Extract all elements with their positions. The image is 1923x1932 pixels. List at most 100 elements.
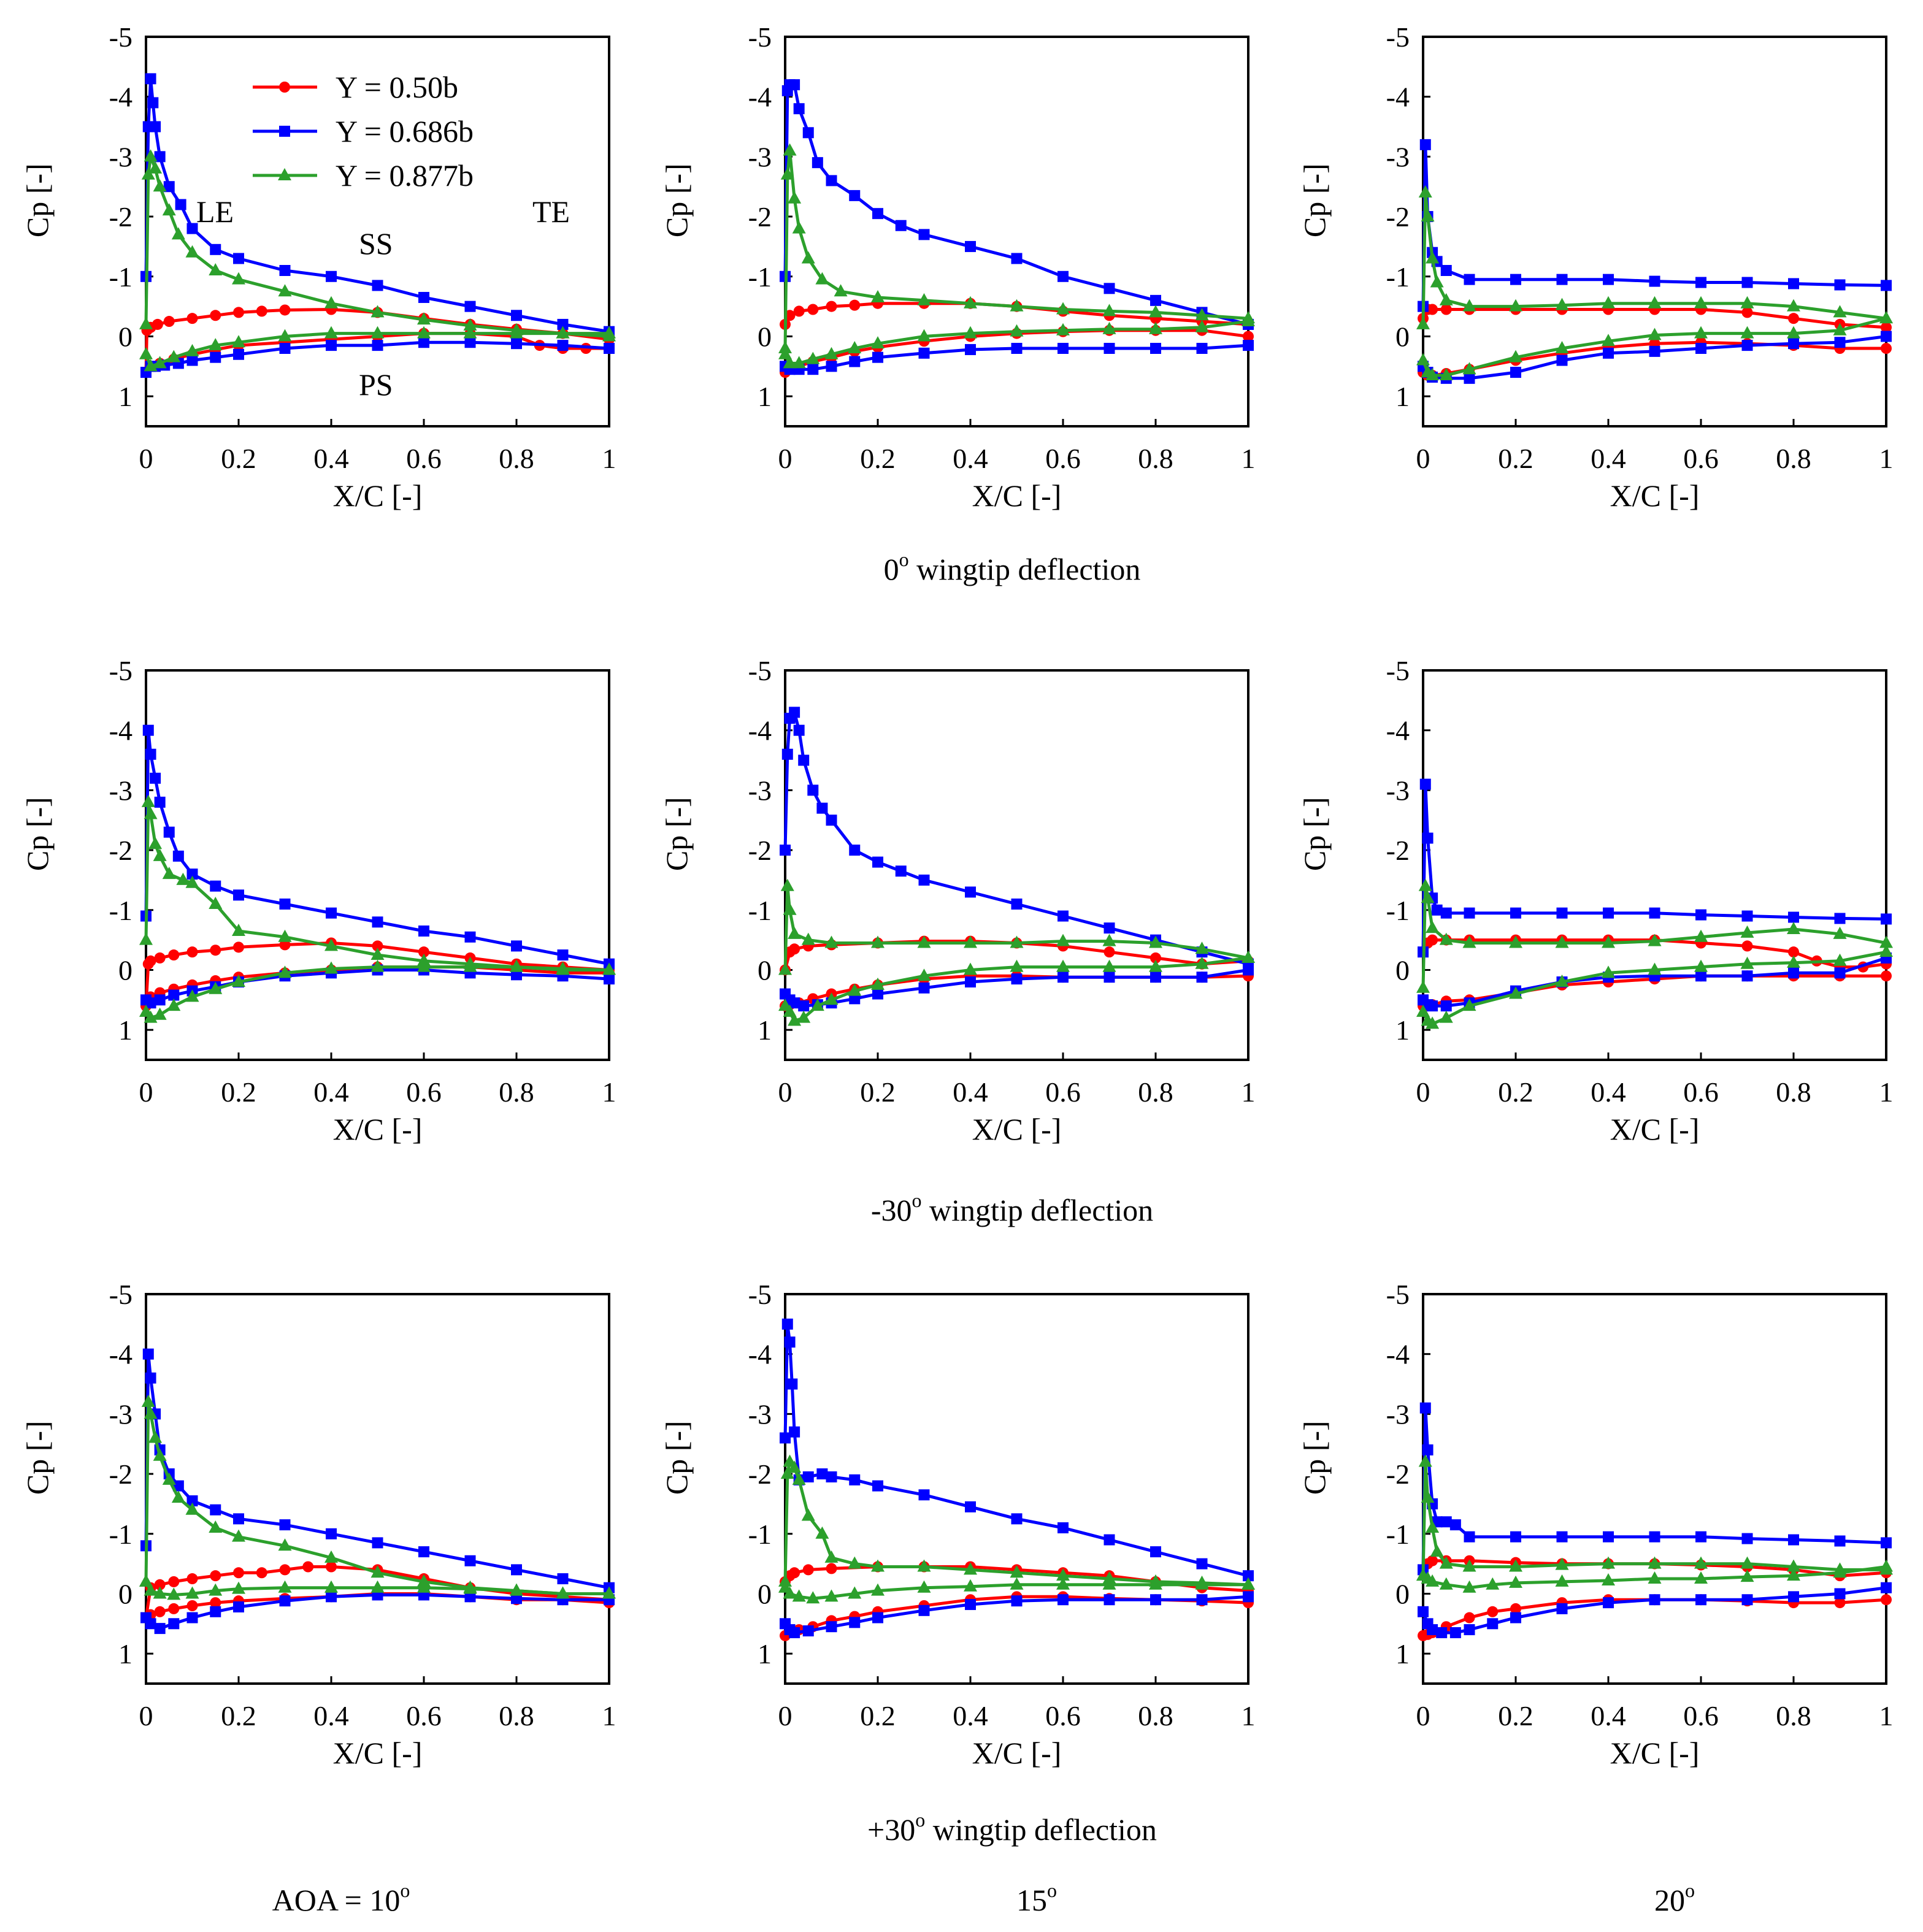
data-point bbox=[1602, 296, 1615, 309]
data-point bbox=[918, 1604, 930, 1616]
data-point bbox=[1430, 275, 1444, 288]
data-point bbox=[806, 351, 820, 364]
data-point bbox=[1195, 956, 1209, 969]
x-tick-label: 0.8 bbox=[1138, 443, 1173, 474]
data-point bbox=[1487, 1618, 1499, 1630]
data-point bbox=[1462, 1580, 1476, 1593]
data-point bbox=[1440, 1000, 1452, 1012]
data-point bbox=[510, 1583, 523, 1596]
data-point bbox=[1150, 972, 1161, 983]
x-axis-title: X/C [-] bbox=[1610, 1112, 1700, 1146]
data-point bbox=[895, 220, 907, 231]
data-point bbox=[418, 1546, 429, 1558]
x-tick-label: 0 bbox=[139, 1700, 153, 1731]
data-point bbox=[872, 856, 883, 868]
data-point bbox=[326, 340, 337, 351]
data-point bbox=[964, 962, 977, 975]
y-tick-label: -3 bbox=[109, 141, 132, 172]
data-point bbox=[1056, 933, 1070, 946]
data-point bbox=[233, 1567, 244, 1579]
data-point bbox=[816, 1468, 828, 1480]
data-point bbox=[789, 997, 800, 1009]
data-point bbox=[1509, 299, 1522, 312]
data-point bbox=[778, 347, 792, 359]
data-point bbox=[557, 318, 569, 330]
y-tick-label: 0 bbox=[118, 321, 132, 352]
data-point bbox=[417, 326, 431, 339]
data-point bbox=[1426, 921, 1440, 933]
data-point bbox=[1426, 1520, 1440, 1533]
data-point bbox=[418, 946, 429, 958]
data-point bbox=[210, 351, 221, 363]
data-point bbox=[1149, 321, 1162, 334]
data-point bbox=[849, 845, 861, 856]
data-point bbox=[1649, 1531, 1660, 1543]
annotations: LE SS TE PS bbox=[196, 194, 570, 402]
data-point bbox=[1556, 274, 1568, 285]
y-tick-label: 0 bbox=[1395, 321, 1410, 352]
data-point bbox=[186, 868, 198, 880]
data-point bbox=[417, 312, 431, 325]
data-point bbox=[186, 946, 198, 958]
data-point bbox=[789, 1567, 800, 1579]
legend-marker bbox=[279, 82, 290, 93]
data-point bbox=[1833, 305, 1847, 318]
data-point bbox=[1694, 1556, 1708, 1569]
data-point bbox=[1057, 910, 1069, 922]
data-point bbox=[210, 880, 221, 892]
data-point bbox=[154, 151, 166, 163]
data-point bbox=[793, 103, 805, 115]
data-point bbox=[1881, 1582, 1892, 1593]
y-tick-label: -5 bbox=[1386, 1279, 1410, 1310]
data-point bbox=[1555, 935, 1569, 948]
data-point bbox=[278, 1538, 292, 1551]
data-point bbox=[417, 1580, 431, 1593]
data-point bbox=[1195, 941, 1209, 954]
y-tick-label: -4 bbox=[748, 715, 772, 746]
x-tick-label: 0.6 bbox=[1683, 1700, 1719, 1731]
data-point bbox=[372, 940, 383, 952]
x-axis-title: X/C [-] bbox=[972, 478, 1062, 513]
data-point bbox=[1694, 959, 1708, 972]
data-point bbox=[1556, 907, 1568, 919]
data-point bbox=[1509, 1559, 1522, 1572]
x-tick-label: 1 bbox=[602, 1076, 616, 1108]
data-point bbox=[145, 955, 156, 967]
data-point bbox=[824, 347, 839, 359]
data-point bbox=[1741, 970, 1753, 982]
data-point bbox=[209, 1583, 223, 1596]
data-point bbox=[147, 97, 159, 109]
data-point bbox=[1426, 251, 1440, 264]
data-point bbox=[1426, 1016, 1440, 1029]
legend-marker bbox=[279, 126, 290, 137]
data-point bbox=[324, 1550, 338, 1563]
x-tick-label: 0.6 bbox=[1683, 443, 1719, 474]
data-point bbox=[1740, 1556, 1754, 1569]
data-point bbox=[826, 175, 837, 186]
y-tick-label: -3 bbox=[109, 1398, 132, 1430]
x-tick-label: 0.2 bbox=[221, 1700, 256, 1731]
data-point bbox=[784, 1336, 796, 1348]
data-point bbox=[1788, 1534, 1799, 1546]
data-point bbox=[185, 343, 199, 356]
x-tick-label: 0.4 bbox=[313, 443, 349, 474]
data-point bbox=[871, 935, 885, 948]
data-point bbox=[186, 1600, 198, 1611]
data-point bbox=[1439, 1010, 1453, 1023]
data-point bbox=[145, 748, 156, 760]
y-tick-label: -1 bbox=[748, 1519, 772, 1550]
data-point bbox=[780, 167, 794, 180]
data-point bbox=[1603, 274, 1614, 285]
data-point bbox=[209, 263, 223, 275]
data-point bbox=[801, 251, 815, 264]
data-point bbox=[917, 935, 931, 948]
data-point bbox=[372, 280, 383, 291]
data-point bbox=[1449, 1519, 1461, 1531]
y-tick-label: -1 bbox=[1386, 261, 1410, 293]
data-point bbox=[1011, 1513, 1023, 1525]
data-point bbox=[872, 208, 883, 220]
y-axis-title: Cp [-] bbox=[659, 797, 694, 871]
data-point bbox=[233, 253, 244, 264]
data-point bbox=[172, 850, 184, 862]
